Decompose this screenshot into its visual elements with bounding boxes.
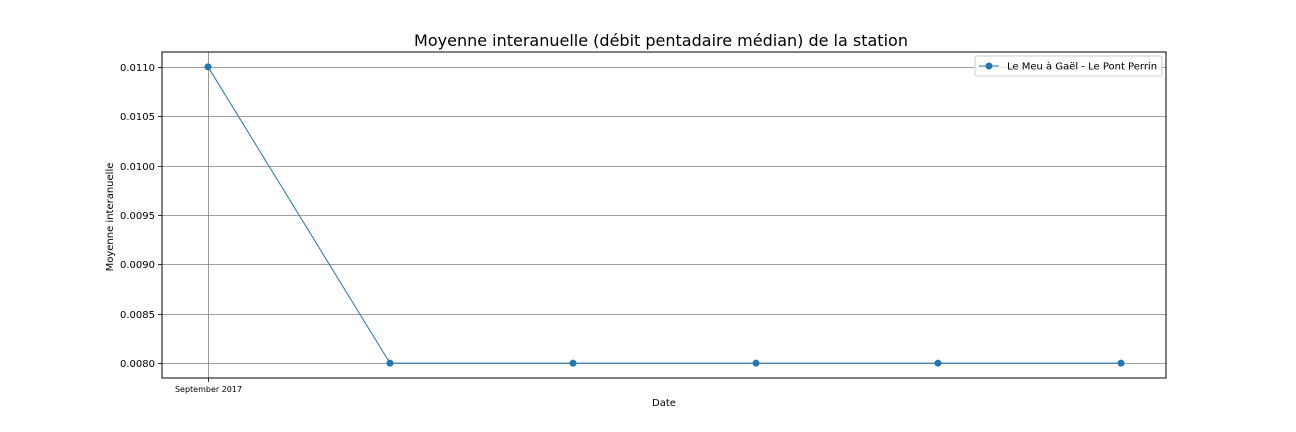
y-axis: 0.0080 0.0085 0.0090 0.0095 0.0100 0.0105 0.01… bbox=[120, 63, 162, 370]
x-axis: September 2017 bbox=[175, 378, 242, 394]
series-line bbox=[207, 66, 1121, 364]
y-tick-label: 0.0080 bbox=[120, 359, 155, 370]
y-tick-label: 0.0105 bbox=[120, 112, 155, 123]
y-tick-label: 0.0110 bbox=[120, 63, 155, 74]
y-tick-label: 0.0090 bbox=[120, 260, 155, 271]
legend-marker bbox=[985, 62, 993, 70]
y-tick-label: 0.0100 bbox=[120, 162, 155, 173]
data-point bbox=[1117, 359, 1125, 367]
chart-title: Moyenne interanuelle (débit pentadaire m… bbox=[414, 31, 908, 50]
data-point bbox=[569, 359, 577, 367]
legend-entry-label: Le Meu à Gaël - Le Pont Perrin bbox=[1007, 61, 1157, 73]
data-point bbox=[752, 359, 760, 367]
legend-box bbox=[974, 55, 1163, 77]
legend: Le Meu à Gaël - Le Pont Perrin bbox=[974, 55, 1163, 77]
y-tick-label: 0.0085 bbox=[120, 310, 155, 321]
y-tick-label: 0.0095 bbox=[120, 211, 155, 222]
data-point bbox=[204, 63, 212, 71]
x-axis-label: Date bbox=[652, 398, 676, 409]
y-axis-label: Moyenne interanuelle bbox=[105, 163, 116, 272]
plot-frame bbox=[161, 51, 1167, 379]
series-layer bbox=[204, 63, 1125, 367]
x-tick-label: September 2017 bbox=[175, 385, 242, 394]
data-point bbox=[386, 359, 394, 367]
data-point bbox=[934, 359, 942, 367]
